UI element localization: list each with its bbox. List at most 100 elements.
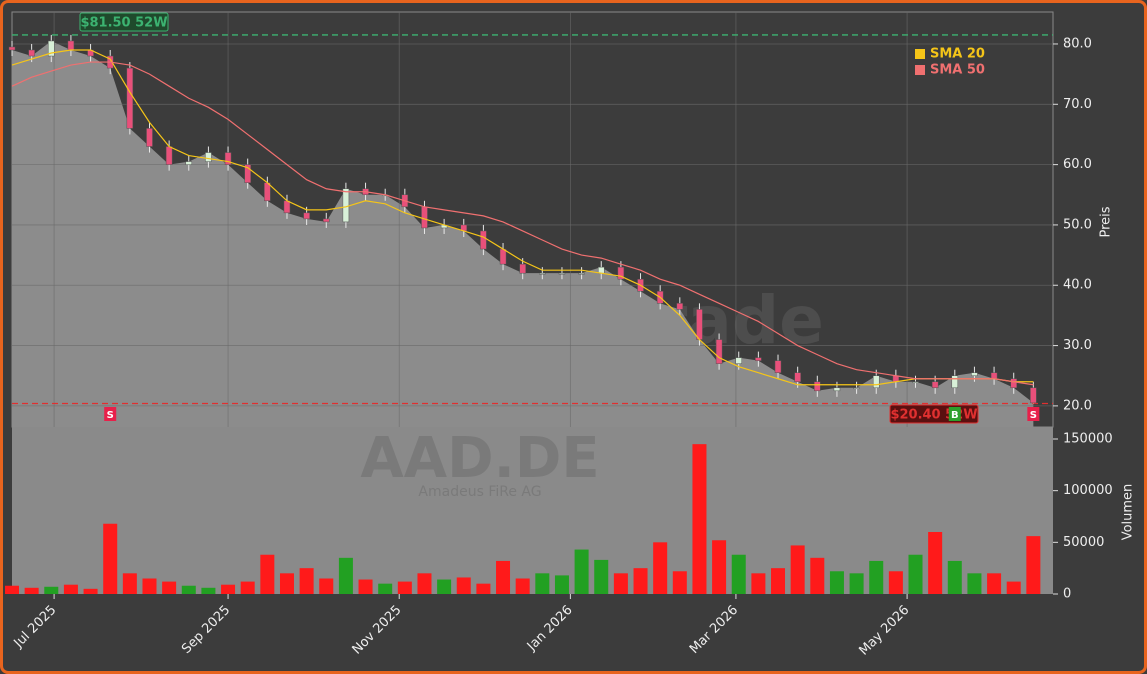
candle-body <box>912 381 919 384</box>
candle-body <box>8 46 16 51</box>
volume-bar <box>967 573 982 594</box>
volume-tick-label: 50000 <box>1063 535 1104 550</box>
candle-body <box>931 381 939 389</box>
volume-bar <box>633 568 648 594</box>
y-axis-label: Preis <box>1099 206 1114 237</box>
candle-body <box>735 357 742 364</box>
volume-bar <box>122 573 137 594</box>
y-tick-label: 40.0 <box>1063 278 1092 293</box>
level-label: $20.40 52W <box>890 408 977 423</box>
candle-body <box>146 128 153 147</box>
volume-bar <box>496 560 511 594</box>
candle-body <box>205 152 212 162</box>
candle-body <box>283 200 291 214</box>
y-tick-label: 30.0 <box>1063 338 1092 353</box>
volume-bar <box>574 549 589 594</box>
signal-label: S <box>107 410 114 421</box>
volume-bar <box>63 584 78 594</box>
candle-body <box>67 40 75 51</box>
candle-body <box>342 188 350 223</box>
candle-body <box>1030 387 1037 404</box>
candle-body <box>48 40 55 57</box>
candle-body <box>224 152 232 165</box>
candle-body <box>951 375 959 389</box>
volume-bar <box>810 557 825 594</box>
candle-body <box>303 212 310 220</box>
candle-body <box>676 303 684 310</box>
candle-body <box>519 263 526 274</box>
watermark-ticker: AAD.DE <box>360 426 599 491</box>
candle-body <box>165 146 173 165</box>
candle-body <box>1010 378 1017 389</box>
candle-body <box>244 164 251 183</box>
candle-body <box>872 375 880 389</box>
candle-body <box>774 360 782 373</box>
candle-body <box>833 387 841 392</box>
volume-bar <box>987 573 1002 594</box>
candle-body <box>794 372 801 383</box>
volume-bar <box>731 554 746 594</box>
candle-body <box>617 266 625 280</box>
y-tick-label: 20.0 <box>1063 398 1092 413</box>
candle-body <box>539 272 546 275</box>
volume-tick-label: 0 <box>1063 587 1071 602</box>
candle-body <box>990 372 998 379</box>
volume-bar <box>928 531 943 594</box>
candle-body <box>185 161 193 165</box>
candle-body <box>558 272 566 275</box>
candle-body <box>971 372 978 376</box>
volume-bar <box>554 575 569 594</box>
volume-bar <box>672 571 687 594</box>
volume-bar <box>692 444 707 594</box>
x-tick-label: Sep 2025 <box>179 603 233 657</box>
volume-bar <box>299 568 314 594</box>
volume-bar <box>1026 536 1041 594</box>
volume-tick-label: 150000 <box>1063 431 1113 446</box>
volume-bar <box>417 573 432 594</box>
level-label-box <box>79 12 169 32</box>
candle-body <box>28 49 35 57</box>
legend-label: SMA 20 <box>930 47 985 62</box>
candle-body <box>853 387 860 390</box>
x-tick-label: Jul 2025 <box>11 603 60 652</box>
signal-label: B <box>951 410 959 421</box>
volume-bar <box>221 584 236 594</box>
volume-bar <box>437 579 452 594</box>
volume-bar <box>201 587 216 594</box>
volume-bar <box>24 587 39 594</box>
volume-bar <box>908 554 923 594</box>
volume-bar <box>653 542 668 594</box>
price-area <box>12 40 1034 427</box>
x-tick-label: Nov 2025 <box>350 603 405 658</box>
y-tick-label: 80.0 <box>1063 36 1092 51</box>
legend-label: SMA 50 <box>930 63 985 78</box>
volume-bar <box>751 573 766 594</box>
volume-bar <box>476 583 491 594</box>
volume-bar <box>712 540 727 594</box>
volume-bar <box>103 523 118 594</box>
volume-bar <box>790 545 805 594</box>
volume-bar <box>535 573 550 594</box>
signal-label: S <box>1030 410 1037 421</box>
volume-bar <box>594 559 609 594</box>
volume-bar <box>260 554 275 594</box>
candle-body <box>578 272 585 275</box>
volume-bar <box>319 578 334 594</box>
volume-bar <box>5 585 19 594</box>
candle-body <box>421 206 428 229</box>
volume-tick-label: 100000 <box>1063 483 1113 498</box>
candle-body <box>715 339 723 364</box>
volume-bar <box>829 571 844 594</box>
volume-bar <box>456 577 471 594</box>
x-tick-label: Mar 2026 <box>687 603 741 657</box>
candle-body <box>499 248 507 265</box>
y-tick-label: 70.0 <box>1063 97 1092 112</box>
candle-body <box>696 309 703 340</box>
candle-body <box>323 218 330 223</box>
x-tick-label: Jan 2026 <box>524 603 576 655</box>
candle-body <box>480 230 487 250</box>
volume-bar <box>142 578 157 594</box>
y-tick-label: 60.0 <box>1063 157 1092 172</box>
signal-marker <box>948 407 961 421</box>
volume-bar <box>771 568 786 594</box>
